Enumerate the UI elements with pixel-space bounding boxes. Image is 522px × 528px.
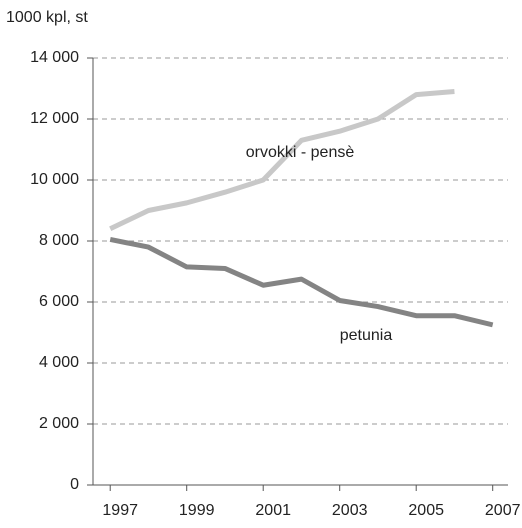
x-tick-label: 2003 <box>332 502 368 519</box>
y-tick-label: 4 000 <box>39 354 79 371</box>
y-tick-label: 6 000 <box>39 293 79 310</box>
series-label: petunia <box>340 327 393 344</box>
y-tick-label: 12 000 <box>30 110 79 127</box>
series-line <box>109 89 455 232</box>
x-tick-label: 1997 <box>102 502 138 519</box>
x-tick-label: 1999 <box>179 502 215 519</box>
y-tick-label: 2 000 <box>39 415 79 432</box>
y-tick-label: 14 000 <box>30 49 79 66</box>
y-tick-label: 10 000 <box>30 171 79 188</box>
y-axis-label: 1000 kpl, st <box>6 9 88 26</box>
series-label: orvokki - pensè <box>246 144 355 161</box>
y-tick-label: 0 <box>70 476 79 493</box>
x-tick-label: 2005 <box>408 502 444 519</box>
x-tick-label: 2001 <box>255 502 291 519</box>
x-tick-label: 2007 <box>485 502 521 519</box>
y-tick-label: 8 000 <box>39 232 79 249</box>
series-line <box>109 237 494 328</box>
